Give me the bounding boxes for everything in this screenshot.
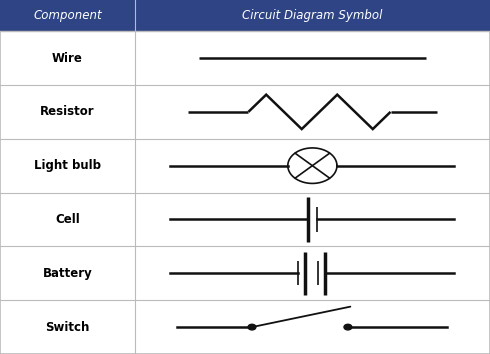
Text: Battery: Battery [43, 267, 92, 280]
Text: Light bulb: Light bulb [34, 159, 101, 172]
Circle shape [248, 324, 256, 330]
Text: Resistor: Resistor [40, 105, 95, 118]
Circle shape [344, 324, 352, 330]
Text: Cell: Cell [55, 213, 80, 226]
Text: Wire: Wire [52, 52, 83, 64]
Bar [0, 0, 490, 31]
Text: Circuit Diagram Symbol: Circuit Diagram Symbol [242, 9, 383, 22]
Text: Component: Component [33, 9, 102, 22]
Text: Switch: Switch [45, 321, 90, 333]
